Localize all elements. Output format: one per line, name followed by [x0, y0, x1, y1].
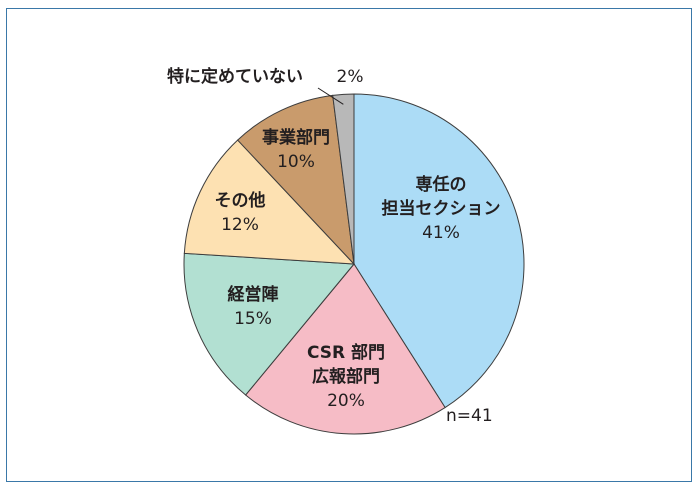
- slice-label: 担当セクション: [382, 198, 501, 219]
- slice-percent: 12%: [221, 215, 259, 235]
- slice-percent: 41%: [422, 223, 460, 243]
- slice-label: 経営陣: [228, 284, 279, 305]
- slice-label: 専任の: [416, 174, 467, 195]
- pie-slice: [183, 139, 356, 265]
- pie-slice: [244, 263, 446, 435]
- pie-slice: [353, 93, 525, 409]
- pie-slice: [183, 252, 356, 396]
- slice-label: CSR 部門: [307, 342, 385, 363]
- sample-size-note: n=41: [446, 406, 493, 426]
- slice-percent: 2%: [337, 67, 364, 87]
- slice-label: 広報部門: [312, 366, 380, 387]
- slice-label: その他: [215, 190, 266, 211]
- slice-percent: 15%: [234, 309, 272, 329]
- slice-label: 特に定めていない: [167, 66, 303, 87]
- pie-slice: [332, 93, 355, 265]
- slice-percent: 20%: [327, 391, 365, 411]
- pie-slice: [236, 94, 355, 266]
- slice-percent: 10%: [277, 152, 315, 172]
- slice-label: 事業部門: [262, 127, 330, 148]
- callout-line: [317, 87, 344, 105]
